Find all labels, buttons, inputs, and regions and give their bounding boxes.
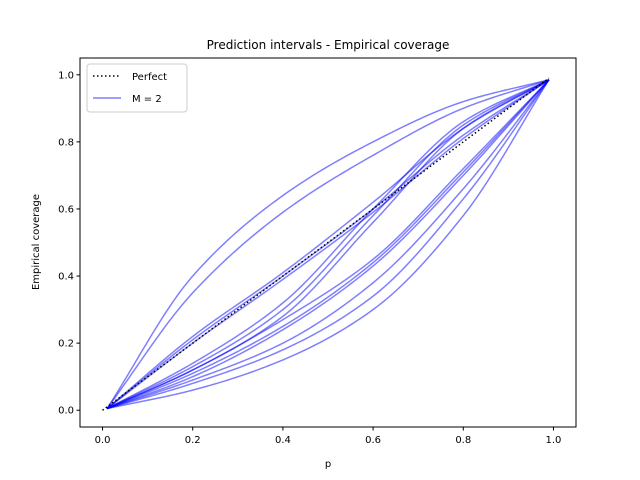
coverage-curve-12 (106, 79, 550, 410)
plot-area (79, 57, 577, 428)
plot-border (79, 57, 577, 428)
x-tick-label: 0.8 (455, 435, 471, 446)
y-tick-label: 1.0 (58, 70, 74, 81)
chart-title: Prediction intervals - Empirical coverag… (207, 38, 450, 52)
coverage-curve-14 (106, 79, 550, 410)
coverage-curve-1 (106, 79, 550, 409)
y-tick-label: 0.6 (58, 204, 74, 215)
legend-label-m2: M = 2 (132, 94, 162, 105)
legend-box (86, 63, 188, 113)
coverage-curve-7 (106, 79, 550, 410)
coverage-curve-2 (106, 79, 550, 409)
y-axis-label: Empirical coverage (31, 194, 42, 290)
coverage-curve-6 (106, 79, 550, 410)
x-tick-label: 1.0 (546, 435, 562, 446)
x-tick-label: 0.2 (185, 435, 201, 446)
reference-layer (102, 77, 550, 411)
x-tick-label: 0.6 (365, 435, 381, 446)
y-tick-label: 0.8 (58, 137, 74, 148)
coverage-curve-10 (106, 79, 550, 410)
y-axis: 0.0 0.2 0.4 0.6 0.8 1.0 (58, 70, 80, 417)
y-tick-label: 0.0 (58, 406, 74, 417)
perfect-line (102, 77, 550, 411)
y-tick-label: 0.2 (58, 339, 74, 350)
coverage-curve-9 (106, 79, 550, 410)
x-tick-label: 0.4 (275, 435, 291, 446)
y-tick-label: 0.4 (58, 272, 74, 283)
legend: Perfect M = 2 (86, 63, 188, 113)
x-axis-label: p (325, 459, 331, 470)
x-axis: 0.0 0.2 0.4 0.6 0.8 1.0 (95, 427, 562, 446)
legend-label-perfect: Perfect (132, 72, 167, 83)
coverage-curve-11 (106, 79, 550, 410)
coverage-curve-13 (106, 79, 550, 410)
x-tick-label: 0.0 (95, 435, 111, 446)
curves-layer (106, 79, 550, 410)
